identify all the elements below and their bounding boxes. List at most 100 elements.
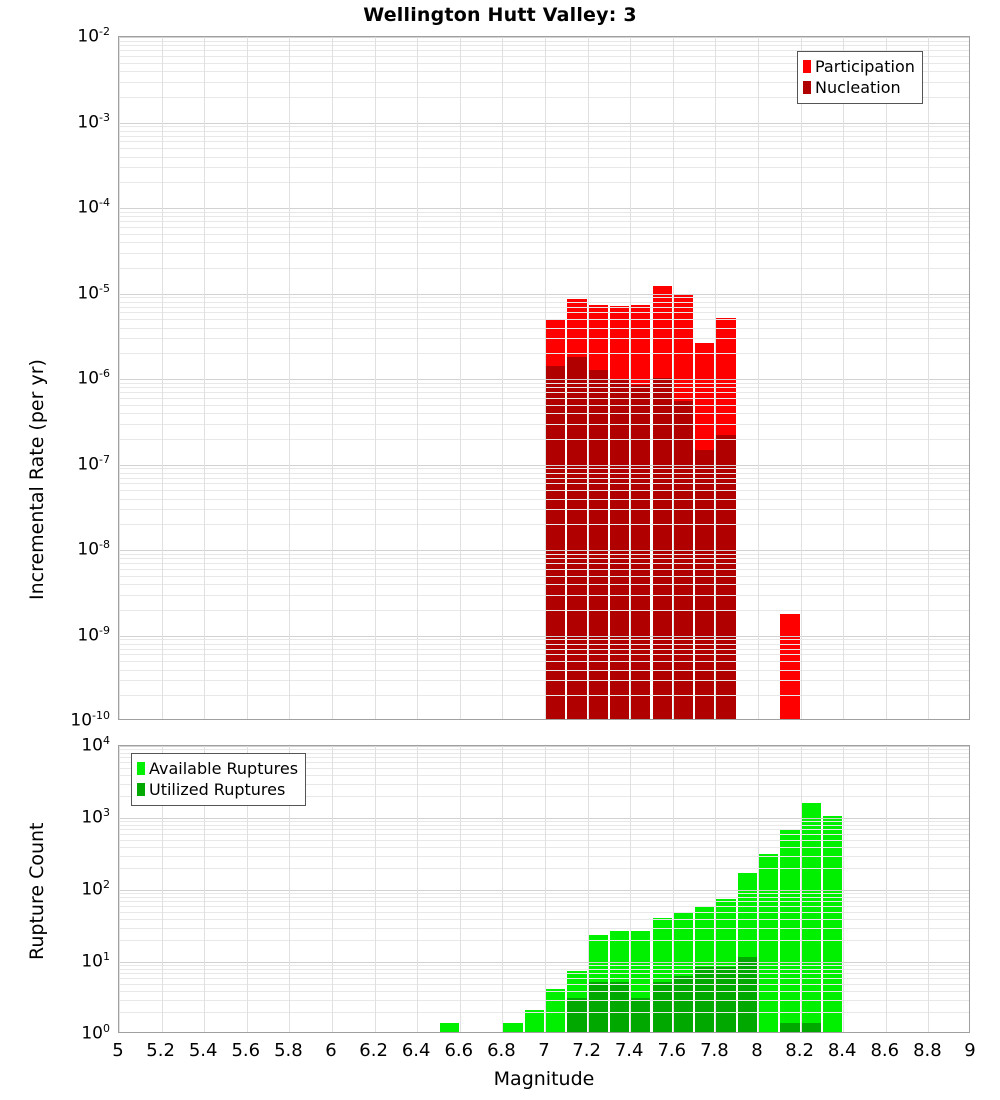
gridline	[119, 157, 969, 158]
gridline-vertical	[502, 37, 503, 719]
gridline	[119, 123, 969, 124]
bar-available-ruptures	[503, 1023, 523, 1032]
gridline-vertical	[204, 746, 205, 1032]
gridline	[119, 821, 969, 822]
gridline	[119, 294, 969, 295]
legend-rupture-count: Available Ruptures Utilized Ruptures	[131, 753, 307, 807]
legend-item-utilized-ruptures: Utilized Ruptures	[137, 779, 298, 800]
gridline	[119, 595, 969, 596]
gridline-vertical	[545, 37, 546, 719]
gridline	[119, 499, 969, 500]
gridline	[119, 661, 969, 662]
gridline	[119, 610, 969, 611]
gridline	[119, 37, 969, 38]
gridline	[119, 338, 969, 339]
gridline	[119, 524, 969, 525]
available-ruptures-swatch-icon	[137, 762, 145, 776]
gridline	[119, 550, 969, 551]
y-tick-label: 10-10	[70, 709, 110, 731]
x-tick-label: 5.4	[188, 1040, 218, 1061]
x-axis-label: Magnitude	[493, 1068, 595, 1090]
bar-nucleation	[546, 365, 566, 719]
gridline	[119, 962, 969, 963]
x-tick-label: 8.8	[913, 1040, 942, 1061]
gridline	[119, 383, 969, 384]
gridline-vertical	[247, 746, 248, 1032]
bar-utilized-ruptures	[716, 966, 736, 1032]
gridline-vertical	[630, 746, 631, 1032]
gridline	[119, 749, 969, 750]
gridline	[119, 126, 969, 127]
gridline-vertical	[119, 746, 120, 1032]
gridline	[119, 216, 969, 217]
gridline	[119, 654, 969, 655]
gridline-vertical	[545, 746, 546, 1032]
gridline-vertical	[460, 746, 461, 1032]
bar-utilized-ruptures	[801, 1023, 821, 1032]
legend-label-participation: Participation	[815, 57, 915, 76]
bar-available-ruptures	[439, 1023, 459, 1032]
gridline	[119, 182, 969, 183]
gridline	[119, 768, 969, 769]
gridline	[119, 847, 969, 848]
gridline	[119, 227, 969, 228]
legend-item-available-ruptures: Available Ruptures	[137, 758, 298, 779]
bar-utilized-ruptures	[588, 981, 608, 1032]
legend-incremental-rate: Participation Nucleation	[797, 51, 923, 105]
x-tick-label: 5.8	[274, 1040, 303, 1061]
bar-available-ruptures	[780, 829, 800, 1032]
gridline	[119, 398, 969, 399]
gridline	[119, 753, 969, 754]
gridline-vertical	[119, 37, 120, 719]
gridline	[119, 856, 969, 857]
gridline-vertical	[588, 746, 589, 1032]
gridline	[119, 307, 969, 308]
x-tick-label: 6	[325, 1040, 337, 1061]
gridline	[119, 818, 969, 819]
x-tick-label: 7.6	[657, 1040, 687, 1061]
bar-utilized-ruptures	[673, 975, 694, 1032]
gridline	[119, 56, 969, 57]
gridline-vertical	[204, 37, 205, 719]
bar-nucleation	[609, 380, 630, 719]
gridline	[119, 973, 969, 974]
gridline	[119, 424, 969, 425]
gridline	[119, 473, 969, 474]
gridline-vertical	[886, 746, 887, 1032]
gridline-vertical	[588, 37, 589, 719]
gridline	[119, 762, 969, 763]
gridline	[119, 584, 969, 585]
gridline	[119, 221, 969, 222]
gridline	[119, 969, 969, 970]
gridline	[119, 413, 969, 414]
bar-available-ruptures	[759, 853, 779, 1032]
gridline	[119, 897, 969, 898]
gridline	[119, 639, 969, 640]
gridline-vertical	[289, 746, 290, 1032]
gridline	[119, 649, 969, 650]
gridline-vertical	[630, 37, 631, 719]
bar-utilized-ruptures	[652, 981, 672, 1032]
gridline	[119, 253, 969, 254]
gridline	[119, 965, 969, 966]
gridline	[119, 775, 969, 776]
gridline	[119, 387, 969, 388]
gridline	[119, 912, 969, 913]
gridline	[119, 796, 969, 797]
x-tick-label: 5.6	[231, 1040, 261, 1061]
incremental-rate-axis-label: Incremental Rate (per yr)	[26, 359, 48, 600]
gridline-vertical	[332, 746, 333, 1032]
x-tick-label: 6.8	[487, 1040, 516, 1061]
legend-item-participation: Participation	[803, 56, 915, 77]
legend-label-utilized-ruptures: Utilized Ruptures	[149, 780, 286, 800]
gridline	[119, 490, 969, 491]
gridline	[119, 468, 969, 469]
gridline	[119, 97, 969, 98]
gridline	[119, 569, 969, 570]
gridline	[119, 379, 969, 380]
incremental-rate-plot-area	[118, 36, 970, 720]
gridline	[119, 978, 969, 979]
gridline	[119, 1012, 969, 1013]
gridline	[119, 483, 969, 484]
gridline	[119, 478, 969, 479]
